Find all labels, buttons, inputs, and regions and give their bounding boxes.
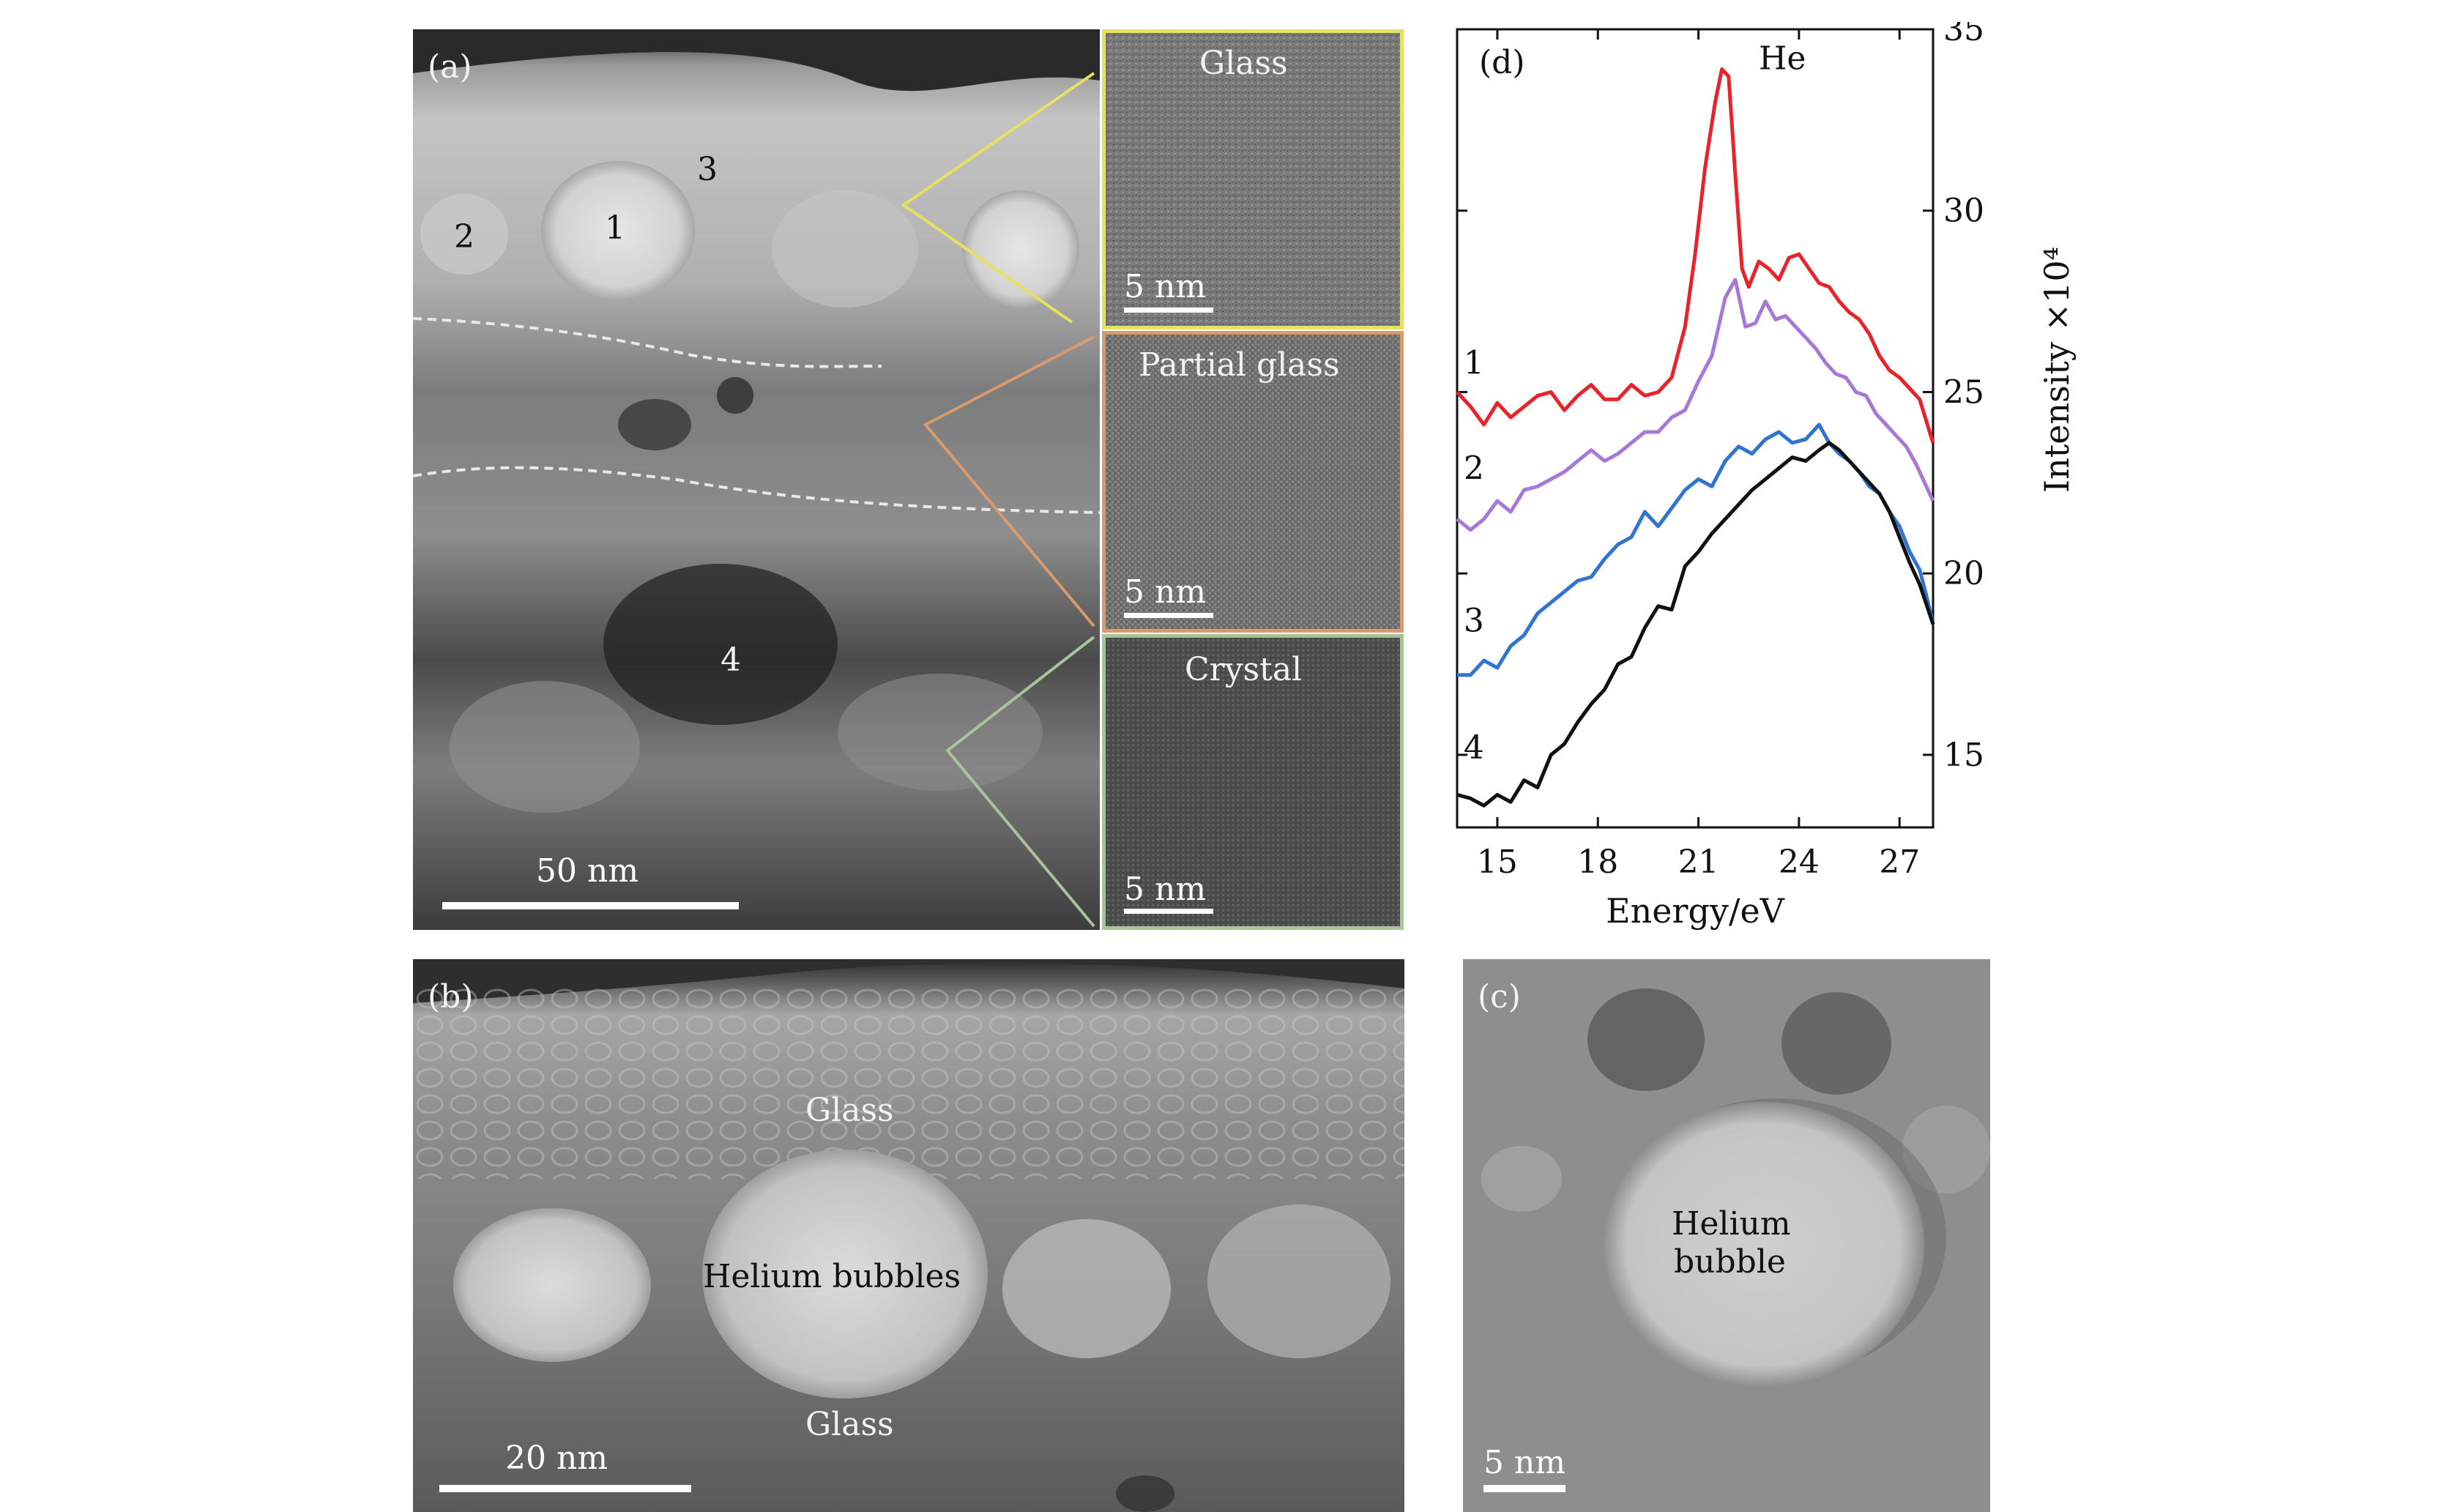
region-label-3: 3 — [697, 151, 718, 188]
inset-glass-texture — [1106, 33, 1400, 326]
y-tick-label: 25 — [1943, 373, 1984, 411]
panel-d-label: (d) — [1479, 44, 1525, 81]
series-label-2: 2 — [1464, 450, 1484, 487]
inset-crystal-texture — [1106, 638, 1400, 926]
y-tick-label: 15 — [1943, 737, 1984, 774]
region-label-2: 2 — [454, 218, 474, 256]
inset-crystal-title: Crystal — [1185, 651, 1303, 688]
panel-c-scale-label: 5 nm — [1483, 1444, 1566, 1481]
x-tick-label: 18 — [1577, 843, 1618, 881]
x-tick-label: 27 — [1879, 843, 1920, 881]
panel-b-micrograph — [413, 959, 1404, 1512]
panel-b-glass-bottom: Glass — [805, 1406, 894, 1443]
panel-b-glass-top: Glass — [805, 1092, 894, 1129]
region-label-1: 1 — [605, 209, 625, 247]
inset-partial-glass-scale-label: 5 nm — [1124, 573, 1207, 611]
panel-c-bubble-line2: bubble — [1674, 1243, 1786, 1281]
panel-a-micrograph — [413, 29, 1100, 930]
inset-partial-glass-title: Partial glass — [1139, 346, 1340, 384]
x-axis-label: Energy/eV — [1606, 891, 1785, 931]
inset-crystal-scale-bar — [1124, 909, 1213, 914]
panel-c-scale-bar — [1483, 1485, 1565, 1492]
panel-c-label: (c) — [1478, 978, 1521, 1016]
y-tick-label: 35 — [1943, 22, 1984, 48]
peak-label-he: He — [1759, 40, 1806, 78]
y-tick-label: 30 — [1943, 193, 1984, 230]
series-label-1: 1 — [1464, 345, 1484, 382]
panel-c-micrograph — [1463, 959, 1990, 1512]
x-tick-label: 21 — [1678, 843, 1719, 881]
panel-a-scale-bar — [442, 902, 739, 909]
series-label-3: 3 — [1464, 602, 1484, 639]
panel-b-scale-bar — [439, 1485, 691, 1492]
inset-partial-glass-texture — [1106, 335, 1400, 629]
y-tick-label: 20 — [1943, 555, 1984, 592]
y-axis-label: Intensity ×10⁴ — [2037, 247, 2077, 493]
x-tick-label: 24 — [1779, 843, 1820, 881]
series-line-3 — [1457, 422, 1935, 677]
panel-a-image: (a) 3 1 2 4 50 nm — [413, 29, 1100, 930]
panel-b-helium-bubbles: Helium bubbles — [703, 1258, 961, 1295]
inset-partial-glass: Partial glass 5 nm — [1102, 331, 1404, 633]
inset-partial-glass-scale-bar — [1124, 613, 1213, 618]
series-line-2 — [1456, 278, 1935, 532]
inset-crystal-scale-label: 5 nm — [1124, 871, 1207, 908]
x-tick-label: 15 — [1477, 843, 1518, 881]
inset-crystal: Crystal 5 nm — [1102, 634, 1404, 930]
panel-c-bubble-line1: Helium — [1672, 1205, 1791, 1243]
series-line-1 — [1456, 67, 1935, 444]
inset-glass-scale-label: 5 nm — [1124, 268, 1207, 305]
plot-frame — [1456, 28, 1935, 829]
series-label-4: 4 — [1464, 729, 1484, 767]
panel-b-image: (b) Glass Helium bubbles Glass 20 nm — [413, 959, 1404, 1512]
panel-c-image: (c) Helium bubble 5 nm — [1463, 959, 1990, 1512]
series-line-4 — [1456, 441, 1935, 808]
region-label-4: 4 — [721, 641, 741, 679]
panel-b-scale-label: 20 nm — [505, 1440, 608, 1477]
inset-glass: Glass 5 nm — [1102, 29, 1404, 329]
panel-a-scale-label: 50 nm — [536, 852, 639, 890]
inset-glass-scale-bar — [1124, 308, 1213, 313]
panel-a-label: (a) — [428, 48, 472, 86]
panel-b-label: (b) — [428, 978, 474, 1016]
inset-glass-title: Glass — [1199, 45, 1288, 82]
